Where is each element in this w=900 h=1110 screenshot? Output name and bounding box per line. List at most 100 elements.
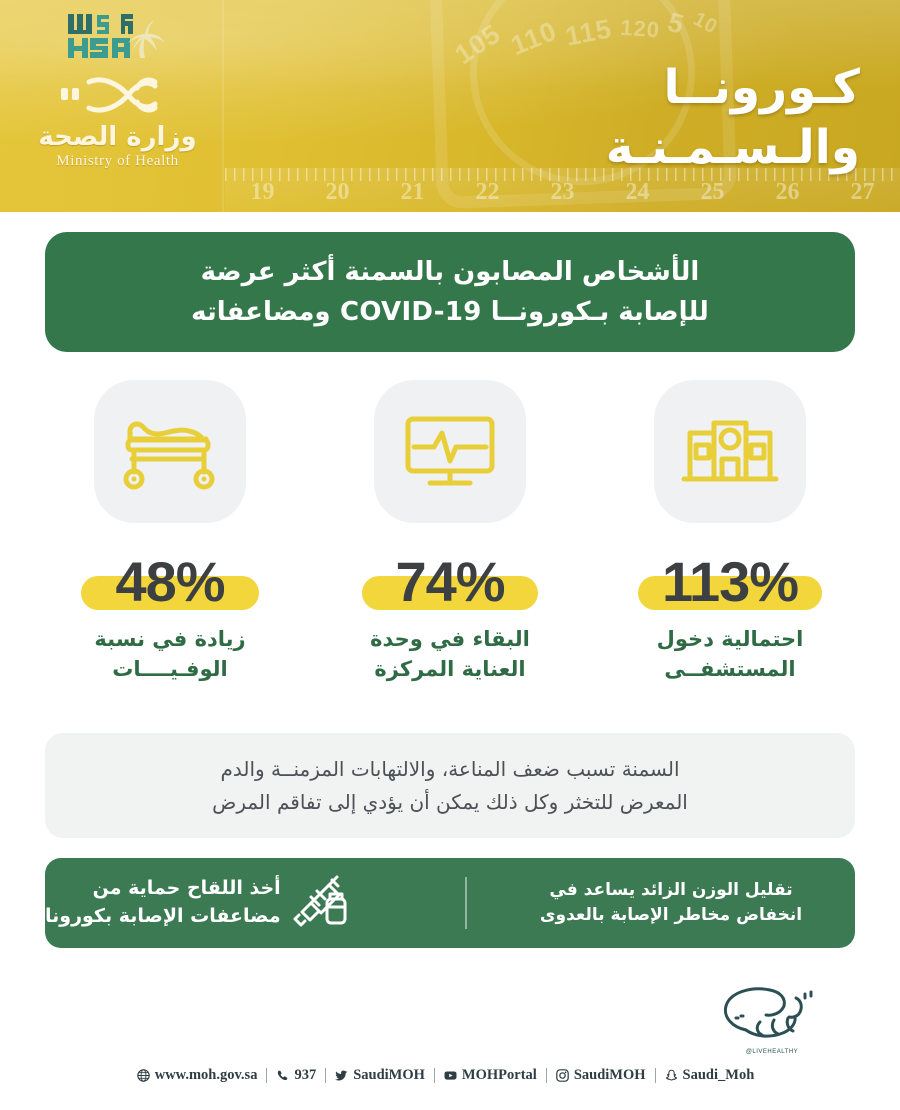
headline-line1: الأشخاص المصابون بالسمنة أكثر عرضة xyxy=(200,256,700,287)
stat-label-line2: الوفـيــــات xyxy=(112,657,228,682)
footer-item-snapchat[interactable]: Saudi_Moh xyxy=(656,1067,764,1084)
globe-icon xyxy=(136,1068,150,1082)
scale-reading-4: 5 xyxy=(664,6,688,41)
stat-value-highlight xyxy=(81,576,259,610)
footer-divider xyxy=(545,1067,547,1083)
instagram-icon xyxy=(556,1068,569,1082)
footer-item-label: SaudiMOH xyxy=(573,1066,646,1083)
tape-numbers: 19 20 21 22 23 24 25 26 27 xyxy=(225,179,900,206)
footer-divider xyxy=(266,1067,268,1083)
stat-label-line2: المستشفــى xyxy=(664,657,796,682)
header-divider xyxy=(222,0,224,212)
footer-items: www.moh.gov.sa 937 SaudiMOH xyxy=(136,1066,764,1084)
hospital-building-icon xyxy=(681,420,779,481)
stat-card-hospitalization: 113% احتمالية دخول المستشفــى xyxy=(605,380,855,710)
twitter-icon xyxy=(335,1070,348,1081)
stat-value: 48% xyxy=(115,549,225,613)
stat-label: زيادة في نسبة الوفـيــــات xyxy=(94,624,245,685)
tape-number: 19 xyxy=(250,179,275,205)
footer-bar: www.moh.gov.sa 937 SaudiMOH xyxy=(0,1059,900,1091)
tape-number: 27 xyxy=(850,179,875,205)
stat-value: 74% xyxy=(395,549,505,613)
tape-number: 25 xyxy=(700,179,725,205)
youtube-icon xyxy=(444,1070,457,1080)
cta-secondary-group: تقليل الوزن الزائد يساعد في انخفاض مخاطر… xyxy=(467,878,855,929)
vaccine-syringe-icon xyxy=(293,875,347,927)
stat-label-line1: زيادة في نسبة xyxy=(94,627,246,651)
phone-icon xyxy=(278,1070,288,1080)
ministry-name-ar: وزارة الصحة xyxy=(38,122,197,152)
stat-value-wrap: 48% xyxy=(45,549,295,613)
stat-value: 113% xyxy=(661,549,799,613)
stat-label: احتمالية دخول المستشفــى xyxy=(657,624,804,685)
footer-item-label: Saudi_Moh xyxy=(682,1066,755,1083)
stat-value-highlight xyxy=(638,576,822,610)
footer-item-label: MOHPortal xyxy=(461,1066,537,1083)
scale-reading-3: 120 xyxy=(619,14,661,43)
page-title-line1: كـورونــا xyxy=(663,60,860,115)
tape-number: 21 xyxy=(400,179,425,205)
footer-item-instagram[interactable]: SaudiMOH xyxy=(547,1067,655,1084)
headline-line2: للإصابة بـكورونــا COVID-19 ومضاعفاته xyxy=(191,297,709,327)
footer-divider xyxy=(325,1067,327,1083)
footer-item-label: www.moh.gov.sa xyxy=(154,1066,258,1083)
footer-item-phone[interactable]: 937 xyxy=(267,1067,325,1084)
cta-primary-text: أخذ اللقاح حماية من مضاعفات الإصابة بكور… xyxy=(45,875,281,930)
cta-divider xyxy=(465,877,467,929)
stat-label-line2: العناية المركزة xyxy=(374,657,526,682)
stat-label-line1: البقاء في وحدة xyxy=(370,627,530,651)
tape-ticks xyxy=(225,168,900,181)
info-note-text: السمنة تسبب ضعف المناعة، والالتهابات الم… xyxy=(212,753,688,818)
footer-item-twitter[interactable]: SaudiMOH xyxy=(326,1067,434,1084)
footer-item-website[interactable]: www.moh.gov.sa xyxy=(136,1066,267,1084)
footer-divider xyxy=(654,1067,656,1083)
live-healthy-mark-icon xyxy=(723,987,813,1038)
tape-number: 23 xyxy=(550,179,575,205)
stretcher-icon xyxy=(123,421,215,489)
footer-item-label: 937 xyxy=(294,1066,317,1083)
info-note-panel: السمنة تسبب ضعف المناعة، والالتهابات الم… xyxy=(45,733,855,838)
tape-number: 20 xyxy=(325,179,350,205)
header-banner: 105 110 115 120 5 10 19 20 21 22 23 24 2… xyxy=(0,0,900,212)
scale-dial-circle xyxy=(470,0,695,185)
footer-divider xyxy=(433,1067,435,1083)
tape-measure-graphic: 19 20 21 22 23 24 25 26 27 xyxy=(225,168,900,212)
cta-primary-line2: مضاعفات الإصابة بكورونا xyxy=(45,905,281,927)
cta-secondary-line1: تقليل الوزن الزائد يساعد في xyxy=(549,879,793,900)
stat-icon-tile xyxy=(654,380,806,523)
cta-banner: أخذ اللقاح حماية من مضاعفات الإصابة بكور… xyxy=(45,858,855,948)
live-healthy-handle: @LIVEHEALTHY xyxy=(745,1049,799,1055)
scale-reading-2: 115 xyxy=(562,13,615,52)
logo-group: وزارة الصحة Ministry of Health xyxy=(25,8,210,170)
tape-number: 24 xyxy=(625,179,650,205)
stat-icon-tile xyxy=(94,380,246,523)
stat-value-wrap: 113% xyxy=(605,549,855,613)
moh-emblem-icon xyxy=(60,77,157,113)
cta-secondary-line2: انخفاض مخاطر الإصابة بالعدوى xyxy=(539,905,803,925)
stat-label-line1: احتمالية دخول xyxy=(656,627,804,651)
cta-secondary-text: تقليل الوزن الزائد يساعد في انخفاض مخاطر… xyxy=(540,878,802,929)
footer-item-youtube[interactable]: MOHPortal xyxy=(435,1067,546,1084)
stat-value-highlight xyxy=(362,576,538,610)
stat-value-wrap: 74% xyxy=(325,549,575,613)
stat-card-icu: 74% البقاء في وحدة العناية المركزة xyxy=(325,380,575,710)
cta-primary-group: أخذ اللقاح حماية من مضاعفات الإصابة بكور… xyxy=(45,873,465,933)
tape-number: 22 xyxy=(475,179,500,205)
stat-icon-tile xyxy=(374,380,526,523)
ministry-name-en: Ministry of Health xyxy=(56,153,179,169)
cta-primary-line1: أخذ اللقاح حماية من xyxy=(92,877,281,900)
heart-monitor-icon xyxy=(405,416,495,485)
spa-logo xyxy=(25,8,210,64)
page-title: كـورونــا والـسـمـنـة xyxy=(440,58,860,178)
headline-text: الأشخاص المصابون بالسمنة أكثر عرضة للإصا… xyxy=(191,252,709,333)
snapchat-icon xyxy=(665,1069,677,1080)
live-healthy-logo: @LIVEHEALTHY xyxy=(702,982,842,1055)
spa-mark-icon xyxy=(67,14,165,58)
info-note-line1: السمنة تسبب ضعف المناعة، والالتهابات الم… xyxy=(220,757,680,782)
info-note-line2: المعرض للتخثر وكل ذلك يمكن أن يؤدي إلى ت… xyxy=(212,789,688,814)
footer-item-label: SaudiMOH xyxy=(353,1066,425,1083)
stat-card-mortality: 48% زيادة في نسبة الوفـيــــات xyxy=(45,380,295,710)
headline-banner: الأشخاص المصابون بالسمنة أكثر عرضة للإصا… xyxy=(45,232,855,352)
page-title-line2: والـسـمـنـة xyxy=(605,120,860,176)
